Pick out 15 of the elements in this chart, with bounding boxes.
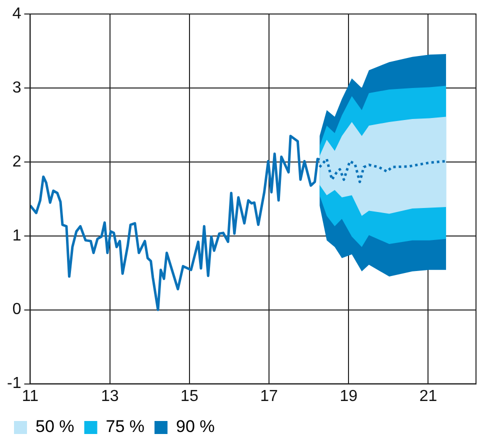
y-tick-label: 0 <box>12 301 22 318</box>
x-tick-label: 17 <box>260 388 278 405</box>
x-tick-label: 19 <box>340 388 358 405</box>
y-tick-label: 2 <box>12 153 22 170</box>
x-tick-label: 21 <box>419 388 438 405</box>
y-tick-label: -1 <box>6 375 22 392</box>
x-tick-label: 13 <box>100 388 119 405</box>
legend-label: 75 % <box>106 417 144 436</box>
x-tick-label: 15 <box>180 388 198 405</box>
y-tick-label: 1 <box>12 227 22 244</box>
y-tick-label: 4 <box>12 5 22 22</box>
legend-label: 50 % <box>36 417 74 436</box>
y-tick-label: 3 <box>12 79 22 96</box>
x-tick-label: 11 <box>22 388 39 405</box>
legend-label: 90 % <box>176 417 215 436</box>
